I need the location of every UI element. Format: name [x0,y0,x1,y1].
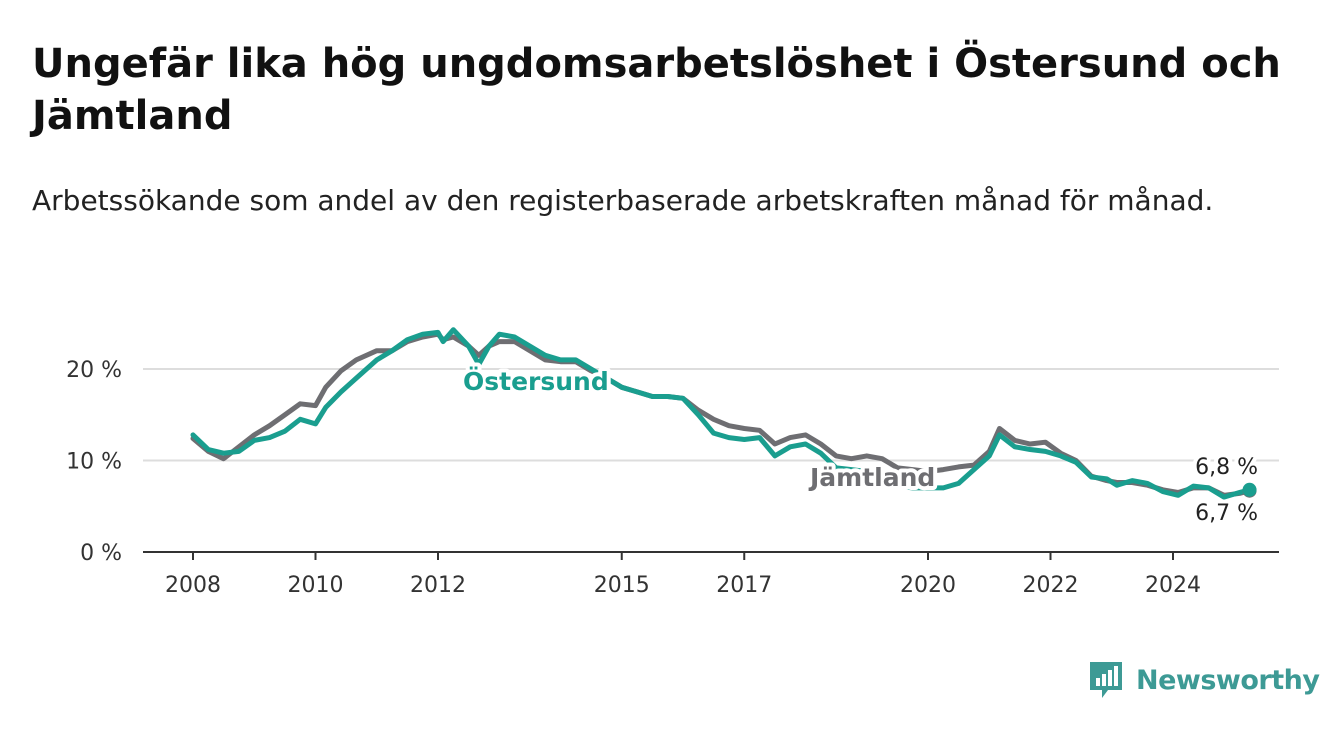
end-label-jamtland-halo: 6,7 % [1195,501,1258,526]
end-label-jamtland: 6,7 % [1195,501,1258,526]
x-tick-label: 2017 [716,573,772,598]
x-tick-label: 2015 [594,573,650,598]
end-label-ostersund-halo: 6,8 % [1195,455,1258,480]
chart-title: Ungefär lika hög ungdomsarbetslöshet i Ö… [32,41,1281,139]
series-line-jamtland [190,331,1253,498]
newsworthy-logo-icon [1090,662,1122,698]
end-label-ostersund: 6,8 % [1195,455,1258,480]
series-label-jamtland: Jämtland [808,463,935,492]
y-tick-label: 10 % [66,450,122,475]
end-marker-ostersund [1242,482,1257,497]
x-tick-label: 2020 [900,573,956,598]
x-tick-label: 2022 [1023,573,1079,598]
series-label-ostersund-halo: Östersund [463,366,609,396]
newsworthy-logo-text: Newsworthy [1136,664,1320,696]
x-tick-label: 2012 [410,573,466,598]
x-tick-label: 2008 [165,573,221,598]
series-line-ostersund [190,327,1253,500]
series-label-ostersund: Östersund [463,366,609,396]
x-tick-label: 2010 [288,573,344,598]
series-label-jamtland-halo: Jämtland [808,463,935,492]
newsworthy-logo: Newsworthy [1088,660,1320,700]
y-tick-label: 20 % [66,358,122,383]
x-tick-label: 2024 [1145,573,1201,598]
y-tick-label: 0 % [80,541,122,566]
chart-subtitle: Arbetssökande som andel av den registerb… [32,184,1214,217]
